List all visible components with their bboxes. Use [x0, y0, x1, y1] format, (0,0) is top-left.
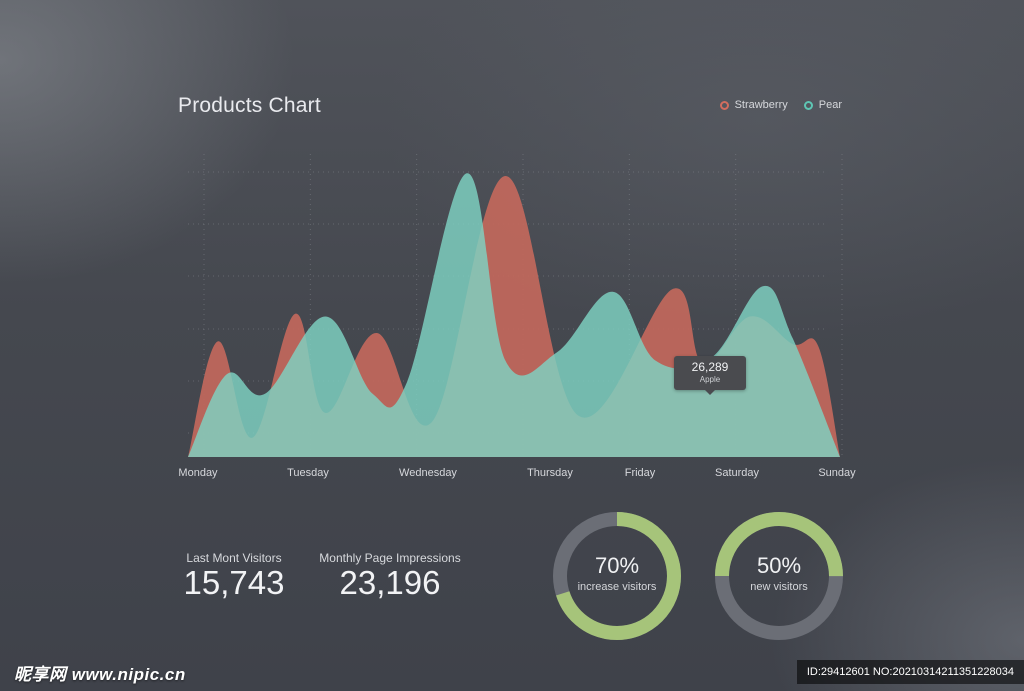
ring-value: 50%	[756, 553, 802, 578]
legend-label-strawberry: Strawberry	[734, 99, 788, 111]
legend: Strawberry Pear	[719, 99, 842, 111]
ring-text: 70% increase visitors	[552, 511, 682, 595]
stat-last-month-visitors: Last Mont Visitors 15,743	[176, 551, 292, 601]
watermark-logo: 昵享网 www.nipic.cn	[14, 665, 186, 684]
ring-new-visitors: 50% new visitors	[714, 511, 844, 641]
watermark-id: ID:29412601 NO:20210314211351228034	[796, 660, 1024, 684]
x-tick-label: Thursday	[527, 467, 573, 479]
data-tooltip: 26,289 Apple	[674, 356, 746, 395]
stat-label: Monthly Page Impressions	[319, 551, 461, 565]
ring-text: 50% new visitors	[714, 511, 844, 595]
legend-dot-pear	[803, 100, 813, 110]
chart-areas	[188, 173, 840, 457]
ring-progress	[715, 512, 843, 640]
x-tick-label: Wednesday	[399, 467, 457, 479]
ring-chart-new-visitors	[715, 512, 843, 640]
stat-value: 23,196	[339, 564, 441, 601]
x-tick-label: Saturday	[715, 467, 760, 479]
x-tick-label: Sunday	[818, 467, 856, 479]
chart-title: Products Chart	[178, 94, 321, 117]
tooltip-label: Apple	[699, 375, 721, 384]
ring-progress	[553, 512, 681, 640]
x-axis-labels: Monday Tuesday Wednesday Thursday Friday Satu…	[178, 467, 856, 479]
tooltip-value: 26,289	[691, 360, 729, 374]
x-tick-label: Tuesday	[287, 467, 329, 479]
ring-label: new visitors	[750, 581, 808, 593]
legend-item-strawberry[interactable]: Strawberry	[719, 99, 788, 111]
x-tick-label: Friday	[625, 467, 656, 479]
area-chart: Monday Tuesday Wednesday Thursday Friday Satu…	[178, 154, 856, 479]
legend-item-pear[interactable]: Pear	[803, 99, 842, 111]
ring-label: increase visitors	[577, 581, 657, 593]
stat-label: Last Mont Visitors	[186, 551, 282, 565]
x-tick-label: Monday	[178, 467, 218, 479]
legend-label-pear: Pear	[818, 99, 842, 111]
ring-increase-visitors: 70% increase visitors	[552, 511, 682, 641]
legend-dot-strawberry	[719, 100, 729, 110]
ring-chart-increase-visitors	[553, 512, 681, 640]
stat-monthly-page-impressions: Monthly Page Impressions 23,196	[316, 551, 464, 601]
ring-value: 70%	[594, 553, 640, 578]
stat-value: 15,743	[183, 564, 285, 601]
